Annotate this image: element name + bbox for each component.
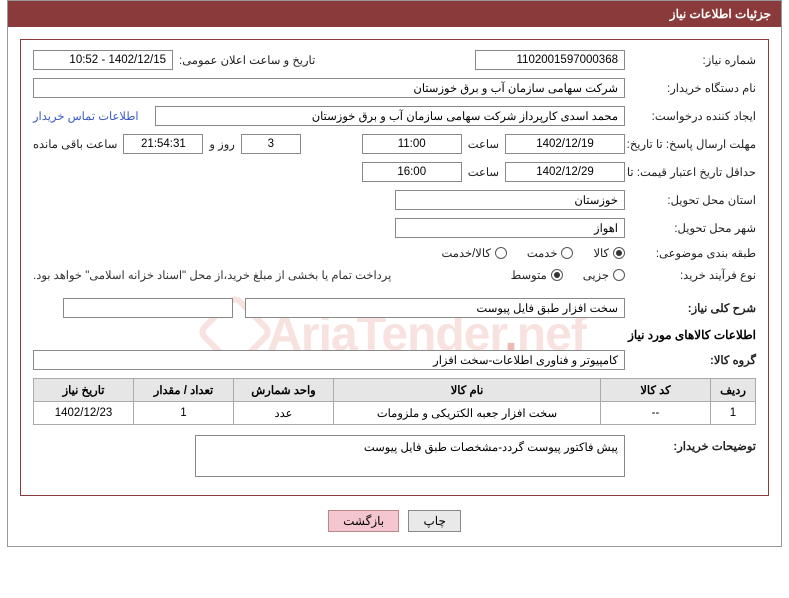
field-buyer-desc: پیش فاکتور پیوست گردد-مشخصات طبق فایل پی… (195, 435, 625, 477)
td-name: سخت افزار جعبه الکتریکی و ملزومات (334, 402, 601, 425)
td-row: 1 (711, 402, 756, 425)
label-deadline-send: مهلت ارسال پاسخ: تا تاریخ: (631, 137, 756, 151)
label-buyer-desc: توضیحات خریدار: (631, 435, 756, 453)
field-min-validity-date: 1402/12/29 (505, 162, 625, 182)
field-summary: سخت افزار طبق فایل پیوست (245, 298, 625, 318)
label-days-and: روز و (209, 137, 234, 151)
th-unit: واحد شمارش (234, 379, 334, 402)
link-buyer-contact[interactable]: اطلاعات تماس خریدار (33, 109, 139, 123)
field-summary-extra (63, 298, 233, 318)
field-deadline-time: 11:00 (362, 134, 462, 154)
label-category: طبقه بندی موضوعی: (631, 246, 756, 260)
td-date: 1402/12/23 (34, 402, 134, 425)
table-header-row: ردیف کد کالا نام کالا واحد شمارش تعداد /… (34, 379, 756, 402)
label-process: نوع فرآیند خرید: (631, 268, 756, 282)
main-panel: جزئیات اطلاعات نیاز AriaTender.nef شماره… (7, 0, 782, 547)
button-row: چاپ بازگشت (8, 496, 781, 546)
label-buyer-org: نام دستگاه خریدار: (631, 81, 756, 95)
radio-medium[interactable]: متوسط (511, 268, 563, 282)
th-row: ردیف (711, 379, 756, 402)
radio-detail[interactable]: جزیی (583, 268, 625, 282)
label-city: شهر محل تحویل: (631, 221, 756, 235)
th-date: تاریخ نیاز (34, 379, 134, 402)
radio-dot-detail (613, 269, 625, 281)
back-button[interactable]: بازگشت (328, 510, 399, 532)
th-qty: تعداد / مقدار (134, 379, 234, 402)
radio-dot-goods-service (495, 247, 507, 259)
label-goods-group: گروه کالا: (631, 353, 756, 367)
th-code: کد کالا (601, 379, 711, 402)
radio-goods[interactable]: کالا (593, 246, 625, 260)
td-qty: 1 (134, 402, 234, 425)
field-deadline-date: 1402/12/19 (505, 134, 625, 154)
field-announce-date: 1402/12/15 - 10:52 (33, 50, 173, 70)
td-unit: عدد (234, 402, 334, 425)
th-name: نام کالا (334, 379, 601, 402)
radio-service[interactable]: خدمت (527, 246, 574, 260)
field-goods-group: کامپیوتر و فناوری اطلاعات-سخت افزار (33, 350, 625, 370)
field-need-number: 1102001597000368 (475, 50, 625, 70)
table-row: 1 -- سخت افزار جعبه الکتریکی و ملزومات ع… (34, 402, 756, 425)
field-countdown: 21:54:31 (123, 134, 203, 154)
field-city: اهواز (395, 218, 625, 238)
label-need-number: شماره نیاز: (631, 53, 756, 67)
field-days-count: 3 (241, 134, 301, 154)
field-requester: محمد اسدی کارپرداز شرکت سهامی سازمان آب … (155, 106, 625, 126)
label-announce-date: تاریخ و ساعت اعلان عمومی: (179, 53, 315, 67)
field-min-validity-time: 16:00 (362, 162, 462, 182)
field-province: خوزستان (395, 190, 625, 210)
radio-dot-goods (613, 247, 625, 259)
radio-goods-service[interactable]: کالا/خدمت (442, 246, 507, 260)
label-requester: ایجاد کننده درخواست: (631, 109, 756, 123)
label-min-validity: حداقل تاریخ اعتبار قیمت: تا تاریخ: (631, 165, 756, 179)
radio-dot-medium (551, 269, 563, 281)
panel-title: جزئیات اطلاعات نیاز (8, 1, 781, 27)
td-code: -- (601, 402, 711, 425)
label-time-2: ساعت (468, 165, 499, 179)
label-time-1: ساعت (468, 137, 499, 151)
payment-note: پرداخت تمام یا بخشی از مبلغ خرید،از محل … (33, 268, 391, 282)
label-summary: شرح کلی نیاز: (631, 301, 756, 315)
label-remaining: ساعت باقی مانده (33, 137, 117, 151)
label-province: استان محل تحویل: (631, 193, 756, 207)
field-buyer-org: شرکت سهامی سازمان آب و برق خوزستان (33, 78, 625, 98)
radio-dot-service (561, 247, 573, 259)
section-goods-info: اطلاعات کالاهای مورد نیاز (33, 328, 756, 342)
goods-table: ردیف کد کالا نام کالا واحد شمارش تعداد /… (33, 378, 756, 425)
details-panel: شماره نیاز: 1102001597000368 تاریخ و ساع… (20, 39, 769, 496)
print-button[interactable]: چاپ (408, 510, 460, 532)
